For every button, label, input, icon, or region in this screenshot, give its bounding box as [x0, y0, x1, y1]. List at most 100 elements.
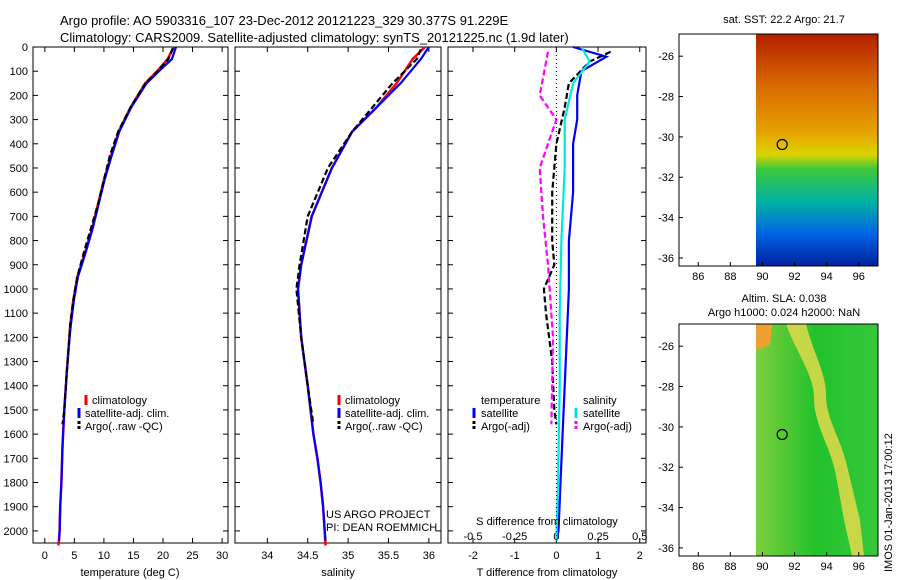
s-tick-label: -0.5 [464, 531, 483, 543]
x-tick-label: 36 [423, 550, 435, 562]
series-line-satellite-adj-clim [57, 46, 178, 541]
legend-label-t-argo: Argo(-adj) [481, 421, 530, 433]
x-tick-label: 92 [788, 271, 800, 283]
s-tick-label: 0.25 [587, 531, 608, 543]
x-tick-label: 34 [261, 550, 273, 562]
t-difference-xlabel: T difference from climatology [477, 567, 618, 579]
x-tick-label: 88 [724, 271, 736, 283]
x-tick-label: 90 [756, 271, 768, 283]
series-line-satellite-adj-clim [296, 46, 430, 541]
y-tick-label: -26 [658, 51, 674, 63]
sla-map-subtitle: Argo h1000: 0.024 h2000: NaN [708, 307, 860, 319]
y-tick-label: 200 [10, 90, 28, 102]
legend-label-satellite: satellite-adj. clim. [85, 408, 169, 420]
series-line-s-satellite [555, 46, 592, 541]
y-tick-label: 500 [10, 163, 28, 175]
salinity-xlabel: salinity [321, 567, 355, 579]
depth-axis: 0 100 200 300 400 500 600 700 800 900 1000 1100 1200… [4, 42, 646, 538]
difference-plot-frame [447, 46, 647, 544]
x-tick-label: 86 [692, 561, 704, 573]
y-tick-label: 900 [10, 260, 28, 272]
legend-header-temperature: temperature [481, 395, 540, 407]
temperature-legend: climatology satellite-adj. clim. Argo(..… [77, 395, 169, 433]
temperature-xlabel: temperature (deg C) [80, 567, 179, 579]
sla-map-feature [786, 324, 864, 556]
y-tick-label: 400 [10, 139, 28, 151]
x-tick-label: 35 [342, 550, 354, 562]
annotation-pi: PI: DEAN ROEMMICH [326, 522, 437, 534]
y-tick-label: 1400 [4, 381, 28, 393]
y-tick-label: -32 [658, 172, 674, 184]
difference-legend: temperature salinity satellite Argo(-adj… [472, 395, 632, 433]
chart-title-line2: Climatology: CARS2009. Satellite-adjuste… [60, 30, 569, 45]
temperature-plot-frame [32, 46, 229, 544]
x-tick-label: 86 [692, 271, 704, 283]
x-tick-label: 0 [553, 550, 559, 562]
legend-label-climatology: climatology [345, 395, 401, 407]
sst-map-data [756, 34, 878, 266]
y-tick-label: 1300 [4, 357, 28, 369]
timestamp-label: IMOS 01-Jan-2013 17:00:12 [883, 433, 895, 572]
y-tick-label: 2000 [4, 526, 28, 538]
x-tick-label: 5 [71, 550, 77, 562]
legend-label-argo: Argo(..raw -QC) [345, 421, 423, 433]
y-tick-label: 1500 [4, 405, 28, 417]
y-tick-label: 0 [22, 42, 28, 54]
y-tick-label: -34 [658, 213, 674, 225]
x-tick-label: 30 [216, 550, 228, 562]
sst-map-frame [678, 33, 879, 267]
sla-map-axes: 86 88 90 92 94 96 -26 -28 -30 -32 -34 -36 [658, 341, 865, 573]
x-tick-label: -2 [468, 550, 478, 562]
series-line-argo-raw-qc [295, 48, 422, 425]
legend-label-s-satellite: satellite [583, 408, 620, 420]
x-tick-label: 90 [756, 561, 768, 573]
y-tick-label: -28 [658, 382, 674, 394]
y-tick-label: 1900 [4, 502, 28, 514]
argo-location-marker [776, 428, 788, 441]
difference-series [538, 45, 612, 543]
y-tick-label: 1000 [4, 284, 28, 296]
x-tick-label: 20 [157, 550, 169, 562]
difference-x-axis: -2 -1 0 1 2-0.5 -0.25 0 0.25 0.5 [464, 47, 647, 562]
sst-map-axes: 86 88 90 92 94 96 -26 -28 -30 -32 -34 -36 [658, 51, 865, 283]
y-tick-label: -36 [658, 543, 674, 555]
salinity-legend: climatology satellite-adj. clim. Argo(..… [337, 395, 429, 433]
y-tick-label: -36 [658, 253, 674, 265]
y-tick-label: 100 [10, 66, 28, 78]
legend-label-climatology: climatology [92, 395, 148, 407]
salinity-plot-frame [234, 46, 442, 544]
legend-label-s-argo: Argo(-adj) [583, 421, 632, 433]
temperature-series [57, 46, 178, 546]
x-tick-label: 2 [637, 550, 643, 562]
series-line-s-argo-adj [538, 51, 558, 425]
y-tick-label: -34 [658, 503, 674, 515]
x-tick-label: 92 [788, 561, 800, 573]
salinity-x-axis: 34 34.5 35 35.5 36 [261, 47, 435, 562]
y-tick-label: -28 [658, 92, 674, 104]
s-tick-label: -0.25 [502, 531, 527, 543]
y-tick-label: 600 [10, 187, 28, 199]
y-tick-label: 800 [10, 236, 28, 248]
y-tick-label: 1100 [4, 308, 28, 320]
y-tick-label: 1200 [4, 332, 28, 344]
y-tick-label: 300 [10, 115, 28, 127]
series-line-argo-raw-qc [61, 47, 175, 425]
sla-map-feature [756, 324, 772, 350]
s-difference-xlabel: S difference from climatology [476, 516, 618, 528]
sla-map-panel: Altim. SLA: 0.038 Argo h1000: 0.024 h200… [658, 293, 879, 573]
y-tick-label: -30 [658, 132, 674, 144]
x-tick-label: -1 [510, 550, 520, 562]
y-tick-label: -30 [658, 422, 674, 434]
x-tick-label: 35.5 [378, 550, 399, 562]
s-tick-label: 0.5 [632, 531, 647, 543]
salinity-series [295, 46, 430, 546]
x-tick-label: 94 [821, 561, 833, 573]
legend-label-satellite: satellite-adj. clim. [345, 408, 429, 420]
x-tick-label: 15 [127, 550, 139, 562]
sst-map-title: sat. SST: 22.2 Argo: 21.7 [723, 14, 845, 26]
x-tick-label: 88 [724, 561, 736, 573]
chart-title-line1: Argo profile: AO 5903316_107 23-Dec-2012… [60, 13, 508, 28]
series-line-t-satellite [555, 45, 610, 541]
y-tick-label: -32 [658, 462, 674, 474]
